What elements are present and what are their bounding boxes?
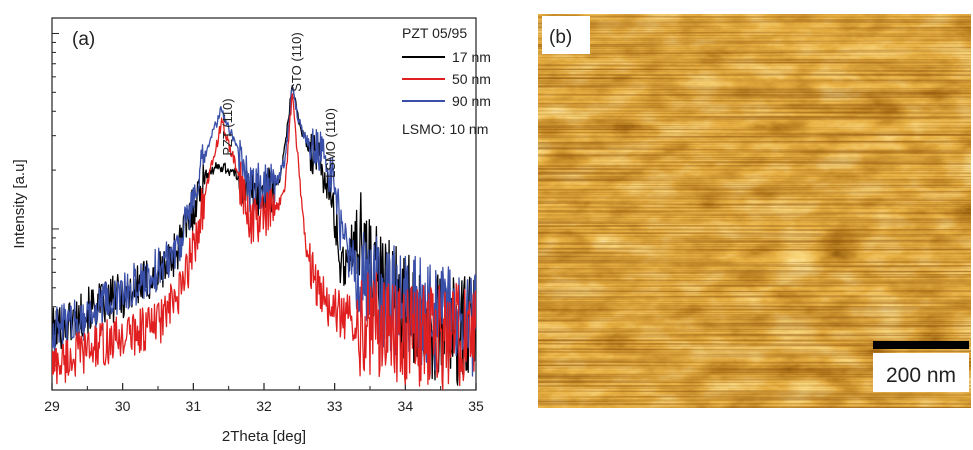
legend-title: PZT 05/95 — [402, 25, 467, 41]
x-tick-label: 32 — [256, 398, 272, 414]
panel-a-label: (a) — [72, 29, 95, 50]
scale-bar — [873, 341, 969, 349]
peak-label-pzt: PZT (110) — [220, 98, 235, 155]
peak-label-lsmo: LSMO (110) — [323, 108, 338, 178]
legend-label-50nm: 50 nm — [452, 71, 491, 87]
legend-label-90nm: 90 nm — [452, 93, 491, 109]
y-axis-title: Intensity [a.u] — [11, 159, 28, 248]
x-axis-title: 2Theta [deg] — [222, 428, 306, 445]
x-axis-ticks: 29 30 31 32 33 34 35 — [44, 383, 484, 414]
x-tick-label: 30 — [115, 398, 131, 414]
panel-b-label: (b) — [549, 27, 572, 48]
series-line-50nm — [52, 93, 476, 390]
x-tick-label: 33 — [327, 398, 343, 414]
scale-bar-label-box — [873, 353, 969, 392]
panel-b-label-box — [542, 16, 590, 54]
series-layer — [52, 84, 476, 390]
x-tick-label: 31 — [186, 398, 202, 414]
legend-footer: LSMO: 10 nm — [402, 121, 488, 137]
afm-image-panel: (b) 200 nm — [538, 14, 971, 408]
xrd-chart-panel: (a) 29 30 31 32 33 34 35 2Theta [deg] Intensit… — [11, 17, 491, 445]
x-tick-label: 35 — [468, 398, 484, 414]
legend: PZT 05/95 17 nm 50 nm 90 nm LSMO: 10 nm — [402, 25, 491, 137]
x-tick-label: 29 — [44, 398, 60, 414]
scale-bar-label: 200 nm — [886, 364, 956, 387]
series-line-90nm — [52, 87, 476, 377]
legend-label-17nm: 17 nm — [452, 49, 491, 65]
x-tick-label: 34 — [398, 398, 414, 414]
peak-label-sto: STO (110) — [289, 32, 304, 91]
